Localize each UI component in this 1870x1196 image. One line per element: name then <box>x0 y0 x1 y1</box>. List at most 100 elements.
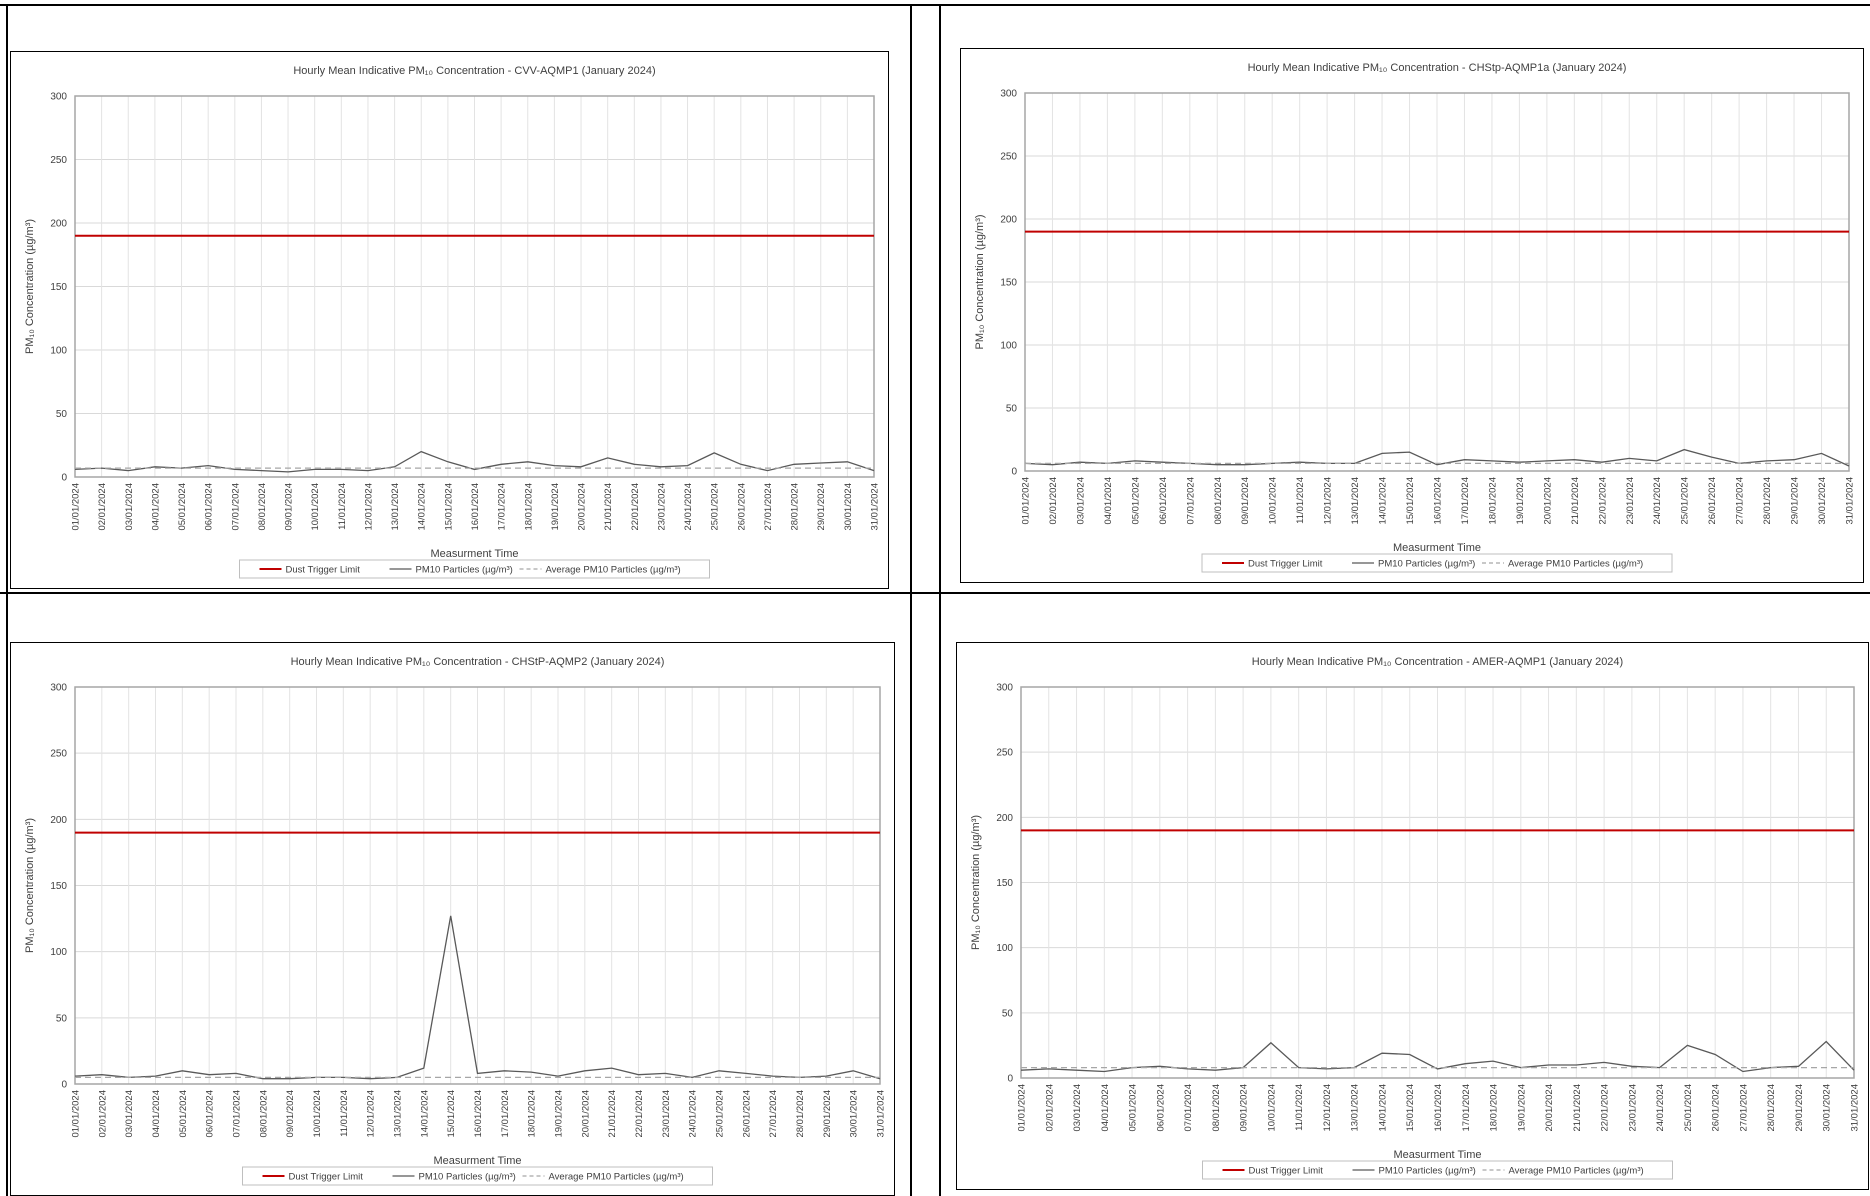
legend-label: Dust Trigger Limit <box>1248 559 1323 570</box>
x-tick-label: 31/01/2024 <box>870 483 881 531</box>
x-tick-label: 04/01/2024 <box>1103 477 1114 525</box>
x-axis-label: Measurment Time <box>1393 542 1481 554</box>
plot-area <box>1024 92 1850 472</box>
x-axis-label: Measurment Time <box>430 548 518 560</box>
x-tick-label: 01/01/2024 <box>1017 1084 1028 1132</box>
x-tick-label: 27/01/2024 <box>768 1090 779 1138</box>
x-tick-label: 18/01/2024 <box>527 1090 538 1138</box>
x-tick-label: 26/01/2024 <box>1711 1084 1722 1132</box>
x-tick-label: 14/01/2024 <box>417 483 428 531</box>
x-tick-label: 14/01/2024 <box>1377 1084 1388 1132</box>
x-tick-label: 19/01/2024 <box>1516 1084 1527 1132</box>
y-tick-label: 100 <box>50 346 67 357</box>
x-axis-label: Measurment Time <box>433 1155 521 1167</box>
x-tick-label: 29/01/2024 <box>816 483 827 531</box>
x-tick-label: 26/01/2024 <box>736 483 747 531</box>
x-tick-label: 20/01/2024 <box>580 1090 591 1138</box>
x-tick-label: 19/01/2024 <box>550 483 561 531</box>
x-tick-label: 12/01/2024 <box>1322 1084 1333 1132</box>
legend-box <box>1201 553 1673 573</box>
x-tick-label: 05/01/2024 <box>1130 477 1141 525</box>
data-line <box>1024 448 1850 467</box>
legend-label: Average PM10 Particles (µg/m³) <box>549 1172 684 1183</box>
y-tick-label: 0 <box>1007 1074 1013 1085</box>
x-tick-label: 30/01/2024 <box>843 483 854 531</box>
legend-label: PM10 Particles (µg/m³) <box>416 565 513 576</box>
x-tick-label: 11/01/2024 <box>1294 1084 1305 1131</box>
x-tick-label: 23/01/2024 <box>656 483 667 531</box>
y-tick-label: 50 <box>56 1013 68 1024</box>
data-line <box>74 450 875 473</box>
x-tick-label: 17/01/2024 <box>1460 477 1471 525</box>
x-tick-label: 19/01/2024 <box>1515 477 1526 525</box>
x-tick-label: 13/01/2024 <box>1350 477 1361 525</box>
x-tick-label: 09/01/2024 <box>1239 1084 1250 1132</box>
x-tick-label: 31/01/2024 <box>876 1090 887 1138</box>
x-tick-label: 19/01/2024 <box>554 1090 565 1138</box>
x-axis-label: Measurment Time <box>1393 1149 1481 1161</box>
x-tick-label: 07/01/2024 <box>1183 1084 1194 1132</box>
x-tick-label: 14/01/2024 <box>1378 477 1389 525</box>
y-tick-label: 150 <box>996 878 1013 889</box>
table-border <box>910 4 912 1196</box>
x-tick-label: 04/01/2024 <box>1100 1084 1111 1132</box>
x-tick-label: 26/01/2024 <box>741 1090 752 1138</box>
x-tick-label: 13/01/2024 <box>390 483 401 531</box>
y-tick-label: 200 <box>996 813 1013 824</box>
y-tick-label: 200 <box>1000 215 1017 226</box>
x-tick-label: 20/01/2024 <box>577 483 588 531</box>
x-tick-label: 16/01/2024 <box>470 483 481 531</box>
x-tick-label: 29/01/2024 <box>822 1090 833 1138</box>
legend-box <box>242 1166 713 1186</box>
y-axis-label: PM₁₀ Concentration (µg/m³) <box>24 219 36 354</box>
legend-label: Average PM10 Particles (µg/m³) <box>546 565 681 576</box>
x-tick-label: 11/01/2024 <box>339 1090 350 1137</box>
y-tick-label: 150 <box>50 881 67 892</box>
x-tick-label: 21/01/2024 <box>607 1090 618 1138</box>
x-tick-label: 30/01/2024 <box>1817 477 1828 525</box>
x-tick-label: 10/01/2024 <box>1268 477 1279 525</box>
x-tick-label: 18/01/2024 <box>1487 477 1498 525</box>
x-tick-label: 31/01/2024 <box>1850 1084 1861 1132</box>
x-tick-label: 24/01/2024 <box>1655 1084 1666 1132</box>
x-tick-label: 08/01/2024 <box>1213 477 1224 525</box>
x-tick-label: 23/01/2024 <box>1627 1084 1638 1132</box>
y-tick-label: 300 <box>1000 89 1017 100</box>
chart: Hourly Mean Indicative PM₁₀ Concentratio… <box>10 51 889 589</box>
x-tick-label: 06/01/2024 <box>1158 477 1169 525</box>
x-tick-label: 06/01/2024 <box>204 483 215 531</box>
x-tick-label: 06/01/2024 <box>205 1090 216 1138</box>
x-tick-label: 03/01/2024 <box>1075 477 1086 525</box>
y-tick-label: 0 <box>1011 467 1017 478</box>
x-tick-label: 27/01/2024 <box>1738 1084 1749 1132</box>
chart-title: Hourly Mean Indicative PM₁₀ Concentratio… <box>1252 656 1623 668</box>
x-tick-label: 27/01/2024 <box>763 483 774 531</box>
y-tick-label: 0 <box>61 473 67 484</box>
x-tick-label: 15/01/2024 <box>1405 477 1416 525</box>
table-border <box>6 4 8 1196</box>
x-tick-label: 12/01/2024 <box>1323 477 1334 525</box>
y-tick-label: 300 <box>50 683 67 694</box>
table-border <box>0 592 1870 594</box>
x-tick-label: 18/01/2024 <box>1489 1084 1500 1132</box>
x-tick-label: 11/01/2024 <box>1295 477 1306 524</box>
y-tick-label: 50 <box>56 409 68 420</box>
x-tick-label: 04/01/2024 <box>151 1090 162 1138</box>
x-tick-label: 21/01/2024 <box>1572 1084 1583 1132</box>
y-tick-label: 100 <box>996 943 1013 954</box>
x-tick-label: 08/01/2024 <box>1211 1084 1222 1132</box>
y-tick-label: 50 <box>1006 404 1018 415</box>
x-tick-label: 28/01/2024 <box>795 1090 806 1138</box>
x-tick-label: 11/01/2024 <box>337 483 348 530</box>
x-tick-label: 02/01/2024 <box>97 483 108 531</box>
x-tick-label: 07/01/2024 <box>232 1090 243 1138</box>
x-tick-label: 09/01/2024 <box>285 1090 296 1138</box>
x-tick-label: 21/01/2024 <box>603 483 614 531</box>
x-tick-label: 07/01/2024 <box>230 483 241 531</box>
x-tick-label: 06/01/2024 <box>1155 1084 1166 1132</box>
x-tick-label: 14/01/2024 <box>419 1090 430 1138</box>
x-tick-label: 31/01/2024 <box>1845 477 1856 525</box>
chart-title: Hourly Mean Indicative PM₁₀ Concentratio… <box>291 656 665 668</box>
x-tick-label: 23/01/2024 <box>1625 477 1636 525</box>
